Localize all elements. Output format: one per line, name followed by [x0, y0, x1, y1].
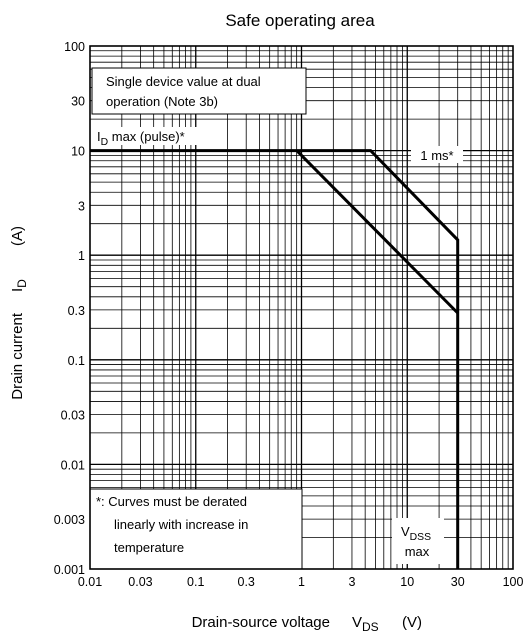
x-tick-label: 3 [348, 575, 355, 589]
x-axis-label: Drain-source voltage VDS (V) [192, 614, 422, 634]
y-axis-label: Drain current ID (A) [9, 226, 29, 400]
vdss-label: VDSS [401, 524, 431, 543]
note-derating-line1: *: Curves must be derated [96, 494, 247, 509]
x-axis-title: Drain-source voltage [192, 614, 330, 631]
x-tick-label: 0.1 [187, 575, 204, 589]
y-axis-symbol: ID [9, 279, 29, 292]
y-axis-unit: (A) [9, 226, 26, 246]
id-max-label-bg [93, 127, 217, 145]
y-tick-label: 0.01 [61, 458, 85, 472]
soa-curve-1 [90, 149, 460, 569]
curve-label-1ms: 1 ms* [420, 148, 453, 163]
y-tick-label: 10 [71, 145, 85, 159]
annotations: Single device value at dual operation (No… [89, 67, 463, 570]
y-tick-label: 0.003 [54, 513, 85, 527]
note-box-single-device [91, 67, 307, 115]
x-tick-label: 0.3 [238, 575, 255, 589]
x-tick-label: 30 [451, 575, 465, 589]
y-tick-label: 0.03 [61, 408, 85, 422]
soa-curve-2 [295, 149, 459, 315]
vdss-max-label: max [405, 544, 430, 559]
tick-labels: 0.01 0.03 0.1 0.3 1 3 10 30 100 0.001 0.003 0.01 0.0… [54, 40, 524, 589]
x-tick-label: 100 [503, 575, 524, 589]
x-tick-label: 0.01 [78, 575, 102, 589]
y-tick-label: 1 [78, 249, 85, 263]
id-max-label: ID max (pulse)* [97, 129, 185, 148]
y-tick-label: 0.1 [68, 354, 85, 368]
note-box-derating [89, 488, 303, 570]
y-tick-label: 100 [64, 40, 85, 54]
plot-frame [89, 45, 514, 570]
note-derating-line3: temperature [114, 540, 184, 555]
x-axis-symbol: VDS [352, 614, 379, 634]
curve-label-bg [411, 146, 463, 163]
y-axis-title: Drain current [9, 312, 26, 400]
chart-title: Safe operating area [225, 11, 375, 30]
data-curves [90, 149, 460, 569]
y-tick-label: 3 [78, 199, 85, 213]
x-tick-label: 1 [298, 575, 305, 589]
note-single-device-line1: Single device value at dual [106, 74, 261, 89]
note-derating-line2: linearly with increase in [114, 517, 248, 532]
x-tick-label: 0.03 [128, 575, 152, 589]
vdss-label-bg [392, 518, 444, 564]
x-tick-label: 10 [400, 575, 414, 589]
y-axis-label-group: Drain current ID (A) [9, 226, 29, 400]
y-tick-label: 0.3 [68, 304, 85, 318]
x-axis-unit: (V) [402, 614, 422, 631]
note-single-device-line2: operation (Note 3b) [106, 94, 218, 109]
y-tick-label: 0.001 [54, 563, 85, 577]
y-tick-label: 30 [71, 95, 85, 109]
